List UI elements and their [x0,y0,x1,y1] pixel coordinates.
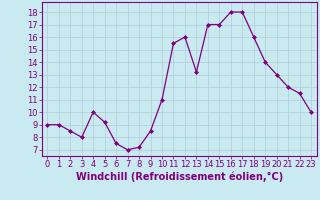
X-axis label: Windchill (Refroidissement éolien,°C): Windchill (Refroidissement éolien,°C) [76,172,283,182]
